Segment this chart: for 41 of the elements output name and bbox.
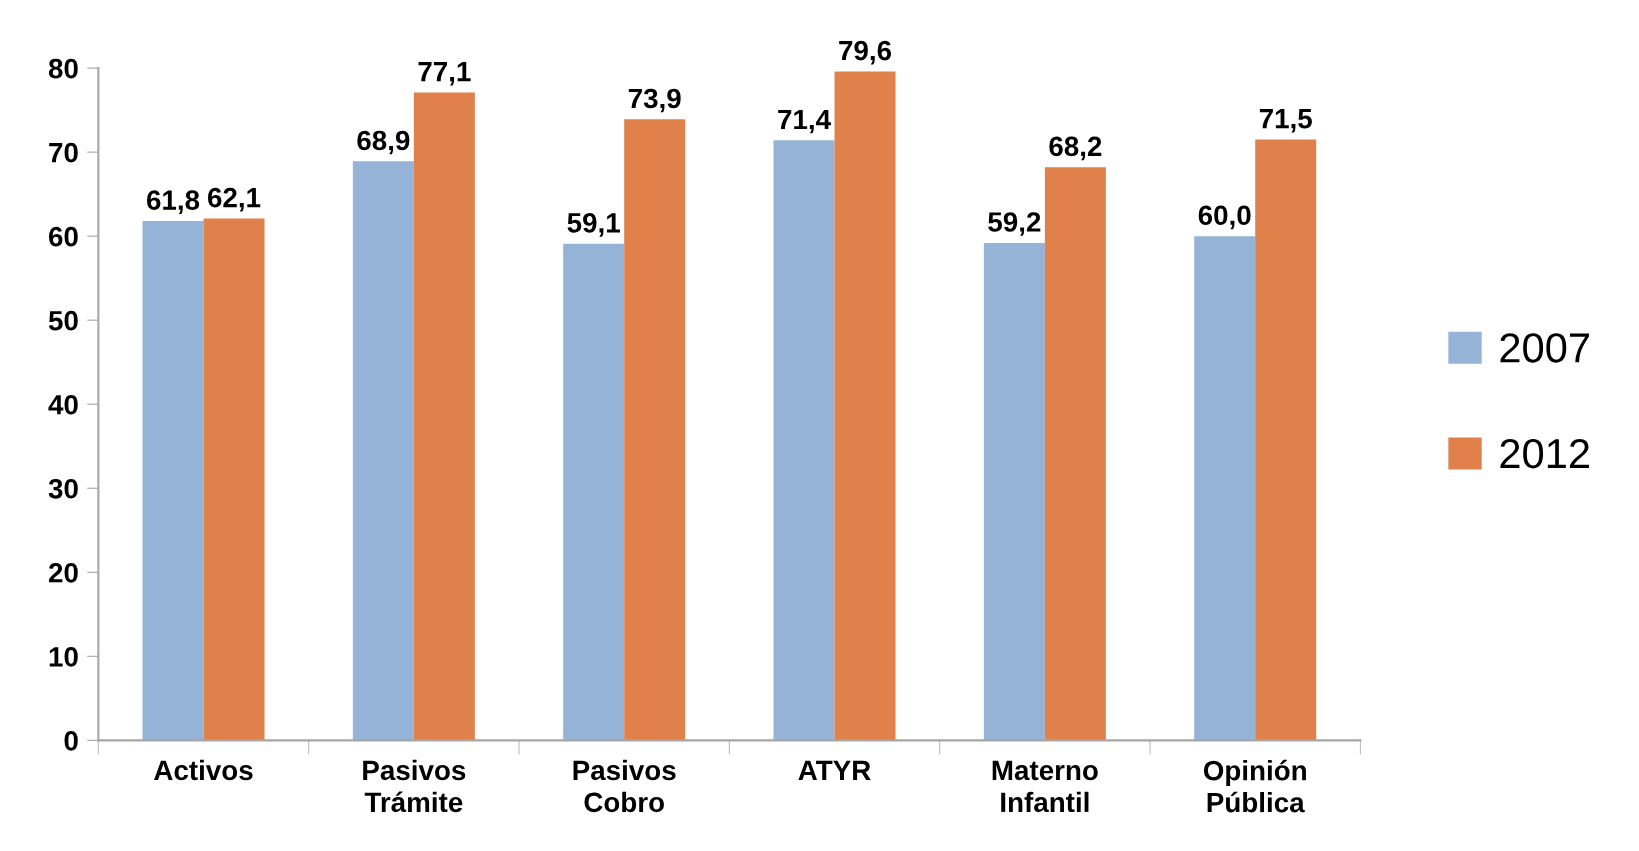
y-tick-label: 0: [64, 731, 78, 751]
data-label: 59,1: [567, 213, 620, 237]
bar: [983, 242, 1045, 741]
data-label: 71,5: [1259, 109, 1312, 133]
legend-label: 2007: [1500, 333, 1589, 363]
data-label: 73,9: [628, 88, 681, 113]
x-tick-label: ATYR: [798, 760, 871, 780]
bar: [203, 218, 265, 741]
data-label: 68,2: [1049, 136, 1102, 161]
bar: [563, 243, 625, 741]
x-tick-label: Opinión Pública: [1203, 759, 1306, 813]
x-tick-label: Activos: [154, 759, 253, 781]
bar: [413, 92, 475, 741]
y-tick-label: 40: [48, 394, 78, 415]
bar: [773, 140, 835, 741]
y-tick-label: 10: [49, 647, 78, 667]
data-label: 71,4: [778, 109, 831, 134]
data-label: 60,0: [1198, 205, 1251, 230]
bar: [624, 119, 686, 741]
y-tick-label: 60: [49, 226, 78, 247]
x-tick-label: Pasivos Trámite: [363, 759, 466, 813]
bar: [834, 71, 896, 741]
x-tick-label: Materno Infantil: [992, 760, 1098, 813]
data-label: 68,9: [357, 130, 410, 155]
bar: [1194, 236, 1256, 741]
legend-label: 2012: [1500, 438, 1589, 469]
x-tick-label: Pasivos Cobro: [573, 759, 676, 813]
data-label: 77,1: [418, 62, 471, 86]
data-label: 59,2: [988, 212, 1041, 236]
data-label: 62,1: [207, 187, 261, 212]
bar: [1255, 139, 1317, 741]
data-label: 61,8: [147, 190, 200, 215]
y-tick-label: 20: [48, 562, 78, 583]
y-tick-label: 30: [48, 478, 78, 499]
y-tick-label: 80: [48, 58, 78, 79]
y-tick-label: 50: [48, 310, 78, 331]
bar: [352, 161, 414, 741]
data-label: 79,6: [839, 40, 892, 65]
bar: [142, 221, 204, 741]
bar: [1044, 167, 1106, 741]
y-tick-label: 70: [49, 142, 78, 163]
